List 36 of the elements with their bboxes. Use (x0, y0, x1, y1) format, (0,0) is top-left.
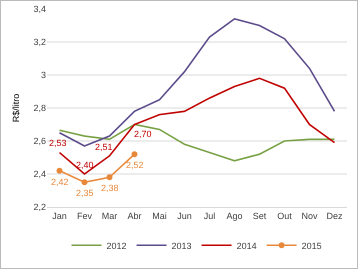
point (106, 174, 112, 180)
point (56, 168, 62, 174)
legend-label: 2013 (172, 240, 192, 251)
y-tick-label: 2,8 (33, 103, 46, 114)
x-tick-label: Mai (152, 210, 167, 221)
point (82, 179, 88, 186)
data-label: 2,51 (95, 142, 113, 152)
legend-label: 2014 (236, 240, 257, 251)
y-tick-label: 2,4 (33, 169, 46, 180)
y-tick-label: 2,2 (33, 202, 46, 212)
x-tick-label: Set (252, 210, 267, 221)
legend-label: 2015 (302, 240, 322, 251)
data-label: 2,53 (49, 138, 67, 148)
y-tick-label: 3,4 (33, 4, 46, 14)
data-label: 2,38 (101, 183, 119, 193)
data-label: 2,52 (126, 160, 144, 170)
data-label: 2,42 (51, 177, 69, 187)
x-tick-label: Jun (177, 210, 192, 221)
x-tick-label: Dez (326, 210, 343, 221)
legend-label: 2012 (106, 240, 127, 251)
x-tick-label: Nov (301, 210, 318, 221)
x-tick-label: Out (277, 210, 292, 221)
data-label: 2,70 (134, 129, 152, 139)
point (132, 151, 138, 158)
x-tick-label: Ago (226, 210, 243, 221)
y-tick-label: 3,2 (33, 37, 46, 48)
x-tick-label: Abr (127, 210, 142, 221)
data-label: 2,40 (76, 160, 94, 170)
x-tick-label: Jan (52, 210, 67, 221)
y-tick-label: 3 (40, 70, 46, 80)
x-tick-label: Jul (204, 210, 216, 221)
data-label: 2,35 (76, 188, 94, 198)
y-tick-label: 2,6 (33, 136, 46, 146)
x-tick-label: Mar (102, 210, 118, 221)
x-tick-label: Fev (76, 210, 92, 221)
y-axis-title: R$/litro (11, 94, 21, 122)
